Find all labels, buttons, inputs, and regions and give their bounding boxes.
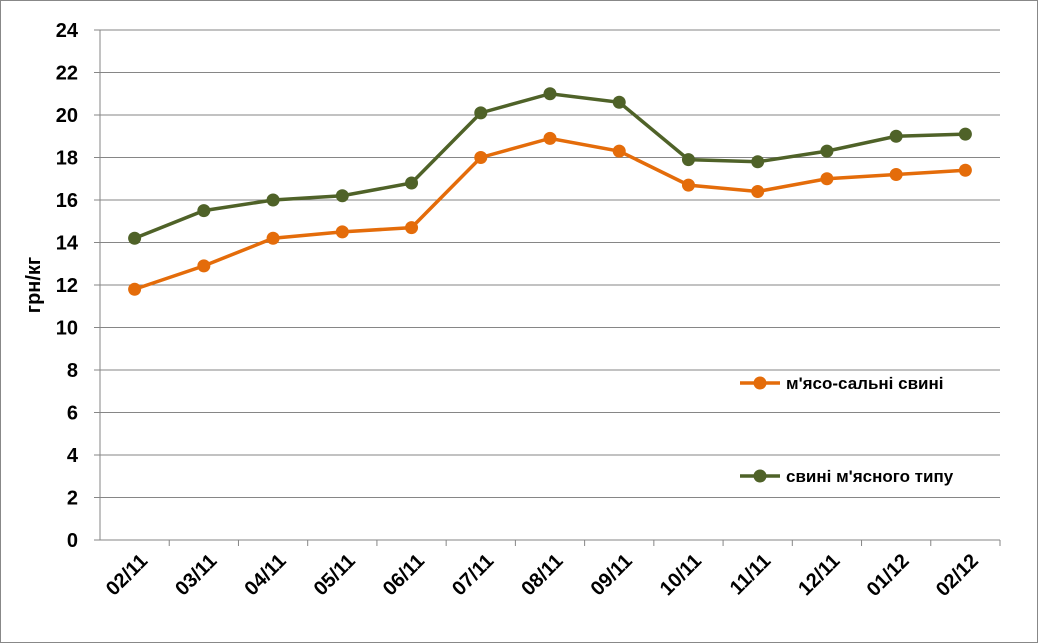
data-point [751,155,765,169]
y-tick-label: 10 [56,318,78,340]
y-tick-label: 6 [67,403,78,425]
y-tick-label: 12 [56,275,78,297]
data-point [958,163,972,177]
y-tick-label: 14 [56,233,79,255]
x-tick-label: 02/12 [932,550,983,601]
x-tick-label: 08/11 [517,550,567,600]
data-point [751,185,765,198]
y-axis-label: грн/кг [23,257,45,314]
legend: м'ясо-сальні свині свині м'ясного типу [740,374,954,486]
data-point [474,106,488,120]
y-tick-label: 4 [67,445,79,467]
y-tick-label: 8 [67,360,78,382]
series-line-0 [134,136,966,291]
x-tick-label: 06/11 [379,550,429,600]
data-point [681,153,695,167]
data-point [543,131,557,145]
data-point [335,225,349,239]
x-tick-label: 02/11 [102,550,152,600]
y-tick-label: 2 [67,488,78,510]
data-point [820,172,834,186]
y-tick-label: 22 [56,63,78,85]
x-tick-label: 12/11 [794,550,844,600]
data-point [543,87,557,101]
data-point [266,231,280,245]
data-point [612,95,626,109]
data-point [958,127,972,141]
legend-marker [753,469,767,483]
x-tick-label: 09/11 [587,550,637,600]
x-tick-label: 04/11 [240,550,290,600]
data-point [820,144,834,158]
data-point [128,231,142,245]
x-tick-label: 03/11 [171,550,221,600]
data-point [128,282,142,296]
data-point [335,189,349,203]
data-point [612,144,626,158]
y-tick-label: 16 [56,190,78,212]
data-point [405,221,419,235]
series-lines [128,87,972,296]
x-tick-label: 05/11 [310,550,360,600]
y-tick-label: 0 [67,530,78,552]
x-axis-ticks: 02/11 03/11 04/11 05/11 06/11 07/11 08/11 09/11… [102,550,983,601]
x-tick-label: 01/12 [863,550,914,601]
y-tick-label: 20 [56,105,78,127]
data-point [889,168,903,181]
gridlines [94,29,1001,546]
y-tick-label: 18 [56,148,78,170]
data-point [889,129,903,143]
x-tick-label: 07/11 [448,550,498,600]
data-point [197,259,211,273]
legend-label: свині м'ясного типу [786,467,954,486]
legend-marker [753,376,767,390]
x-tick-label: 10/11 [656,550,706,600]
y-tick-label: 24 [56,20,79,42]
data-point [681,178,695,192]
legend-label: м'ясо-сальні свині [786,374,943,393]
x-tick-label: 11/11 [726,550,775,599]
data-point [266,193,280,207]
data-point [474,151,488,164]
data-point [405,176,419,190]
data-point [197,204,211,218]
